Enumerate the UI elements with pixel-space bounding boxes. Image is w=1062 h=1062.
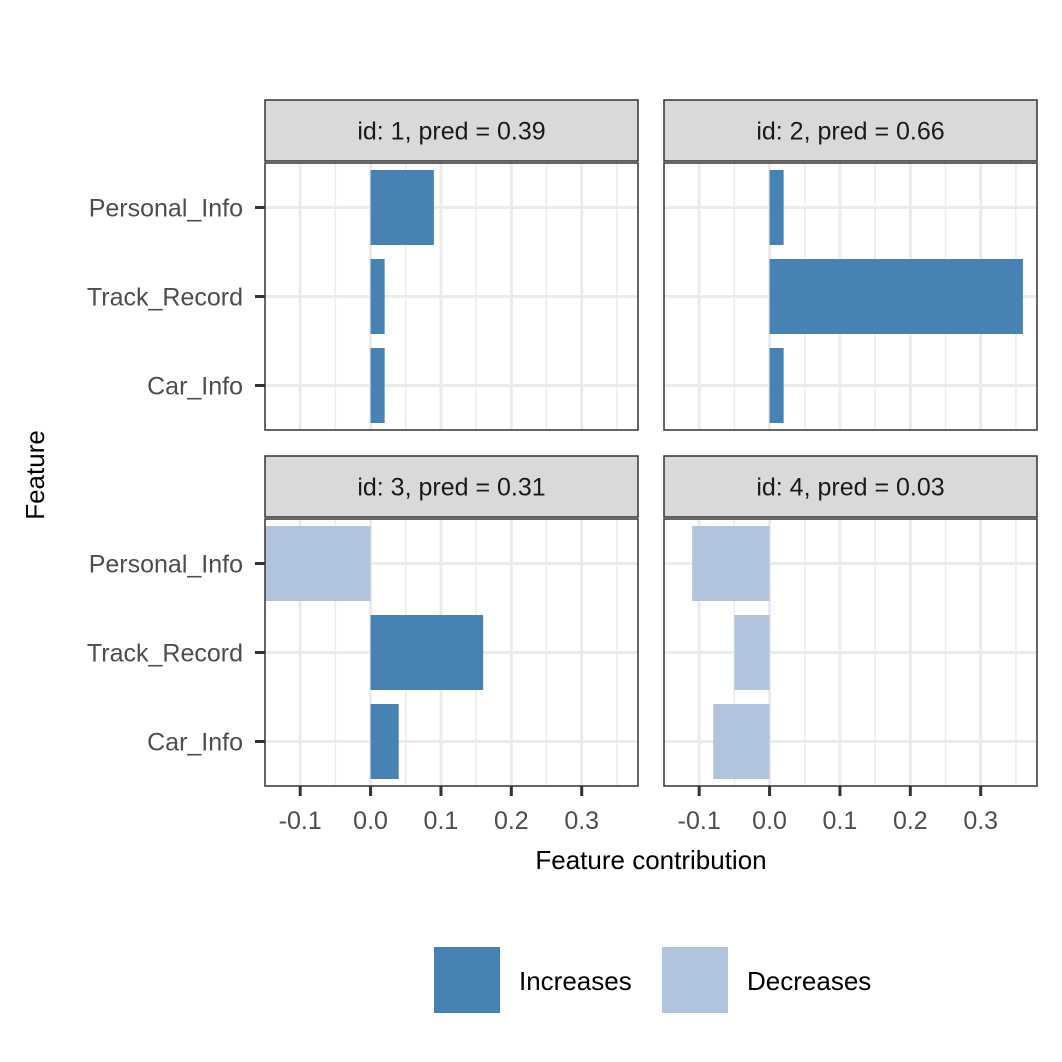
strip-background (264, 455, 639, 518)
panel-border (663, 162, 1038, 431)
legend-item-decreases: Decreases (662, 947, 871, 1013)
y-tick-label: Car_Info (147, 373, 243, 401)
bar-car-info (370, 704, 399, 779)
legend: Increases Decreases (434, 947, 871, 1013)
panel-3: id: 3, pred = 0.31 Personal_Info Track_Rec… (87, 455, 639, 835)
bar-track-record (370, 259, 385, 334)
strip-background (663, 455, 1038, 518)
bar-personal-info (265, 526, 371, 601)
bar-personal-info (692, 526, 770, 601)
strip-title: id: 1, pred = 0.39 (357, 118, 545, 146)
bar-track-record (769, 259, 1023, 334)
y-tick-label: Track_Record (87, 640, 243, 668)
x-tick-label: -0.1 (279, 807, 322, 835)
bar-car-info (713, 704, 770, 779)
y-tick-label: Car_Info (147, 729, 243, 757)
x-tick-label: 0.1 (424, 807, 459, 835)
panel-1: id: 1, pred = 0.39 Personal_Info Track_Rec… (87, 99, 639, 431)
panels-layer: id: 1, pred = 0.39 Personal_Info Track_Rec… (87, 99, 1038, 835)
strip-background (264, 99, 639, 162)
x-tick-label: 0.1 (823, 807, 858, 835)
x-tick-label: -0.1 (678, 807, 721, 835)
y-tick-label: Track_Record (87, 284, 243, 312)
legend-label: Decreases (747, 966, 871, 996)
x-tick-label: 0.2 (893, 807, 928, 835)
strip-title: id: 2, pred = 0.66 (756, 118, 944, 146)
x-tick-label: 0.2 (494, 807, 529, 835)
panel-2: id: 2, pred = 0.66 (663, 99, 1038, 431)
legend-key (434, 947, 500, 1013)
bar-personal-info (370, 170, 434, 245)
bar-personal-info (769, 170, 784, 245)
panel-border (663, 518, 1038, 787)
bar-car-info (769, 348, 784, 423)
bar-track-record (734, 615, 770, 690)
y-axis-title: Feature (20, 430, 50, 520)
x-tick-label: 0.3 (963, 807, 998, 835)
bar-car-info (370, 348, 385, 423)
strip-title: id: 4, pred = 0.03 (756, 474, 944, 502)
x-tick-label: 0.0 (752, 807, 787, 835)
panel-4: id: 4, pred = 0.03 -0.1 0.0 0.1 0.2 0.3 (663, 455, 1038, 835)
y-tick-label: Personal_Info (89, 195, 243, 223)
legend-key (662, 947, 728, 1013)
x-axis-title: Feature contribution (535, 845, 766, 875)
strip-background (663, 99, 1038, 162)
strip-title: id: 3, pred = 0.31 (357, 474, 545, 502)
legend-label: Increases (519, 966, 632, 996)
y-tick-label: Personal_Info (89, 551, 243, 579)
x-tick-label: 0.0 (353, 807, 388, 835)
x-tick-label: 0.3 (564, 807, 599, 835)
legend-item-increases: Increases (434, 947, 632, 1013)
bar-track-record (370, 615, 484, 690)
